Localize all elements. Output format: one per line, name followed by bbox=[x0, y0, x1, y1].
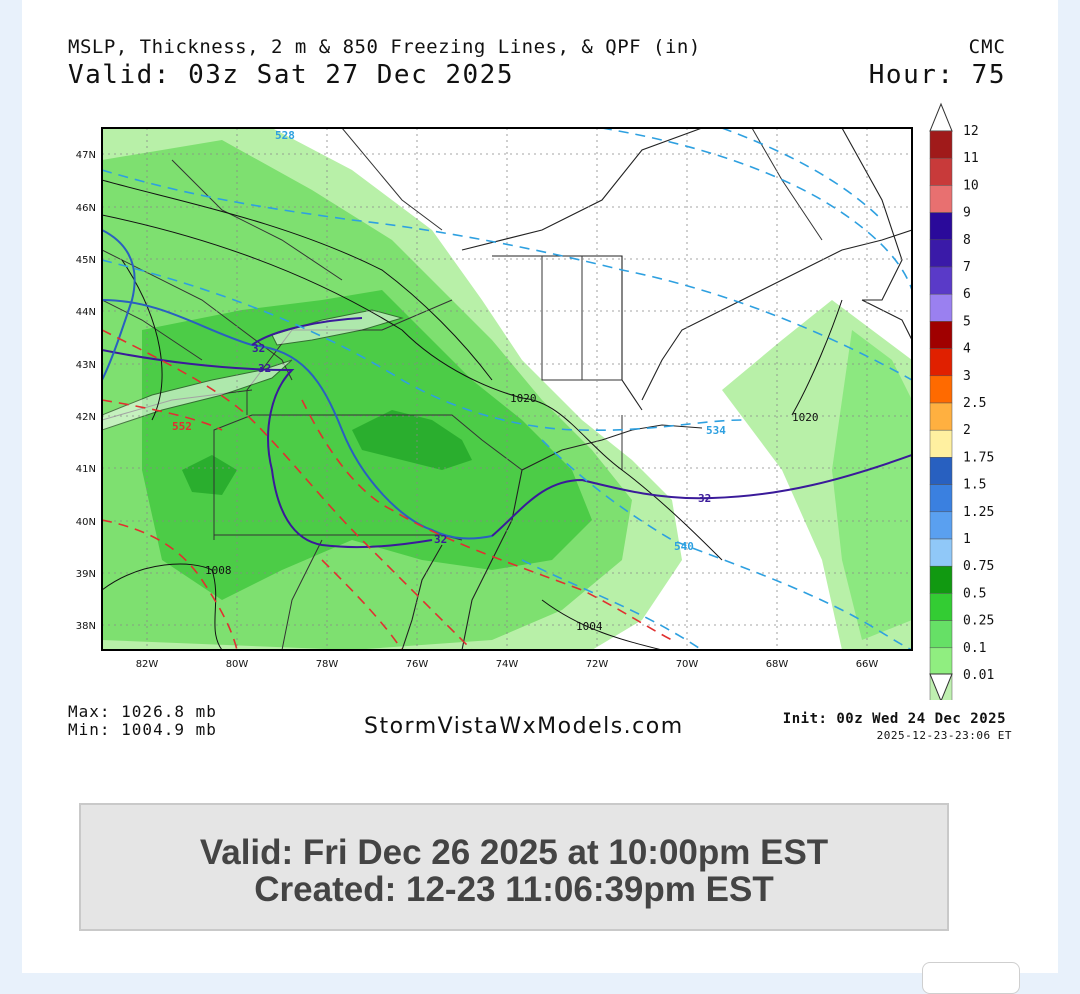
legend-swatch bbox=[929, 212, 953, 241]
qpf-05-area-b bbox=[182, 455, 237, 495]
qpf-01-area-east bbox=[832, 330, 912, 640]
valid-info-box: Valid: Fri Dec 26 2025 at 10:00pm EST Cr… bbox=[79, 803, 949, 931]
legend-label: 5 bbox=[963, 314, 971, 329]
lat-label: 47N bbox=[76, 150, 96, 161]
legend-swatch bbox=[929, 293, 953, 322]
legend-swatch bbox=[929, 457, 953, 485]
lat-label: 39N bbox=[76, 569, 96, 580]
legend-swatch bbox=[929, 321, 953, 349]
lat-label: 40N bbox=[76, 517, 96, 528]
legend-label: 2 bbox=[963, 423, 971, 438]
legend-label: 10 bbox=[963, 178, 979, 193]
label-isobar-1008: 1008 bbox=[205, 564, 232, 577]
legend-label: 8 bbox=[963, 233, 971, 248]
forecast-hour: Hour: 75 bbox=[868, 60, 1006, 90]
legend-label: 0.5 bbox=[963, 586, 986, 601]
label-freezing-32-a: 32 bbox=[252, 342, 265, 355]
legend-swatch bbox=[929, 484, 953, 513]
legend-swatch bbox=[929, 620, 953, 649]
lat-label: 45N bbox=[76, 255, 96, 266]
init-time: Init: 00z Wed 24 Dec 2025 bbox=[782, 711, 1006, 727]
legend-swatch bbox=[929, 647, 953, 676]
lon-label: 72W bbox=[586, 659, 609, 670]
lon-label: 66W bbox=[856, 659, 879, 670]
created-stamp: 2025-12-23-23:06 ET bbox=[876, 729, 1012, 742]
partial-button[interactable] bbox=[922, 962, 1020, 994]
label-freezing-32-d: 32 bbox=[698, 492, 711, 505]
legend-swatch bbox=[929, 593, 953, 621]
legend-label: 1.5 bbox=[963, 478, 986, 493]
lon-label: 82W bbox=[136, 659, 159, 670]
legend-swatch bbox=[929, 130, 953, 159]
legend-label: 1.75 bbox=[963, 450, 994, 465]
thickness-warm-lines bbox=[102, 329, 673, 650]
legend-label: 0.01 bbox=[963, 668, 994, 683]
lat-label: 38N bbox=[76, 621, 96, 632]
label-isobar-1004: 1004 bbox=[576, 620, 603, 633]
legend-label: 1.25 bbox=[963, 505, 994, 520]
label-isobar-1020-a: 1020 bbox=[510, 392, 537, 405]
legend-label: 0.75 bbox=[963, 559, 994, 574]
legend-label: 4 bbox=[963, 342, 971, 357]
lat-label: 41N bbox=[76, 464, 96, 475]
legend-swatch bbox=[929, 185, 953, 213]
legend-label: 1 bbox=[963, 532, 971, 547]
freezing-lines bbox=[102, 229, 912, 549]
label-thickness-552: 552 bbox=[172, 420, 192, 433]
lon-label: 78W bbox=[316, 659, 339, 670]
min-pressure: Min: 1004.9 mb bbox=[68, 720, 217, 739]
valid-time-label: Valid: 03z Sat 27 Dec 2025 bbox=[68, 60, 514, 90]
lon-label: 70W bbox=[676, 659, 699, 670]
legend-swatch bbox=[929, 239, 953, 268]
legend-label: 0.25 bbox=[963, 614, 994, 629]
legend-bottom-arrow bbox=[929, 673, 953, 700]
label-freezing-32-c: 32 bbox=[434, 533, 447, 546]
weather-map-image: 528 534 540 552 32 32 32 32 1020 1020 10… bbox=[76, 102, 994, 700]
legend-top-arrow bbox=[929, 102, 953, 132]
legend-swatch bbox=[929, 565, 953, 594]
lon-label: 80W bbox=[226, 659, 249, 670]
lat-label: 44N bbox=[76, 307, 96, 318]
legend-label: 2.5 bbox=[963, 396, 986, 411]
legend-swatch bbox=[929, 538, 953, 567]
model-name: CMC bbox=[968, 36, 1006, 58]
page-panel: MSLP, Thickness, 2 m & 850 Freezing Line… bbox=[22, 0, 1058, 973]
legend-label: 0.1 bbox=[963, 641, 986, 656]
qpf-legend: 12 11 10 9 8 7 6 5 4 3 2.5 2 1.75 1.5 1.25 1 0.75 0.5 0.25… bbox=[929, 102, 994, 700]
thickness-cold-lines bbox=[102, 128, 912, 650]
lat-label: 46N bbox=[76, 203, 96, 214]
lon-label: 68W bbox=[766, 659, 789, 670]
lat-label: 42N bbox=[76, 412, 96, 423]
lon-label: 76W bbox=[406, 659, 429, 670]
lon-label: 74W bbox=[496, 659, 519, 670]
label-isobar-1020-b: 1020 bbox=[792, 411, 819, 424]
coastlines bbox=[401, 128, 912, 650]
legend-label: 7 bbox=[963, 260, 971, 275]
legend-label: 6 bbox=[963, 287, 971, 302]
legend-label: 11 bbox=[963, 151, 979, 166]
legend-label: 12 bbox=[963, 124, 979, 139]
qpf-05-area bbox=[352, 410, 472, 470]
legend-swatch bbox=[929, 429, 953, 458]
legend-label: 3 bbox=[963, 369, 971, 384]
created-local-time: Created: 12-23 11:06:39pm EST bbox=[254, 870, 774, 909]
legend-swatch bbox=[929, 157, 953, 186]
map-title: MSLP, Thickness, 2 m & 850 Freezing Line… bbox=[68, 36, 701, 58]
map-frame bbox=[101, 127, 913, 651]
legend-swatch bbox=[929, 348, 953, 377]
lat-label: 43N bbox=[76, 360, 96, 371]
legend-label: 9 bbox=[963, 206, 971, 221]
label-freezing-32-b: 32 bbox=[258, 362, 271, 375]
legend-swatch bbox=[929, 375, 953, 404]
label-thickness-528: 528 bbox=[275, 129, 295, 142]
lake-ontario bbox=[271, 309, 404, 346]
label-thickness-540: 540 bbox=[674, 540, 694, 553]
max-pressure: Max: 1026.8 mb bbox=[68, 702, 217, 721]
site-credit: StormVistaWxModels.com bbox=[364, 714, 684, 739]
legend-swatch bbox=[929, 511, 953, 540]
label-thickness-534: 534 bbox=[706, 424, 726, 437]
valid-local-time: Valid: Fri Dec 26 2025 at 10:00pm EST bbox=[199, 833, 829, 872]
legend-swatch bbox=[929, 266, 953, 295]
legend-swatch bbox=[929, 402, 953, 431]
